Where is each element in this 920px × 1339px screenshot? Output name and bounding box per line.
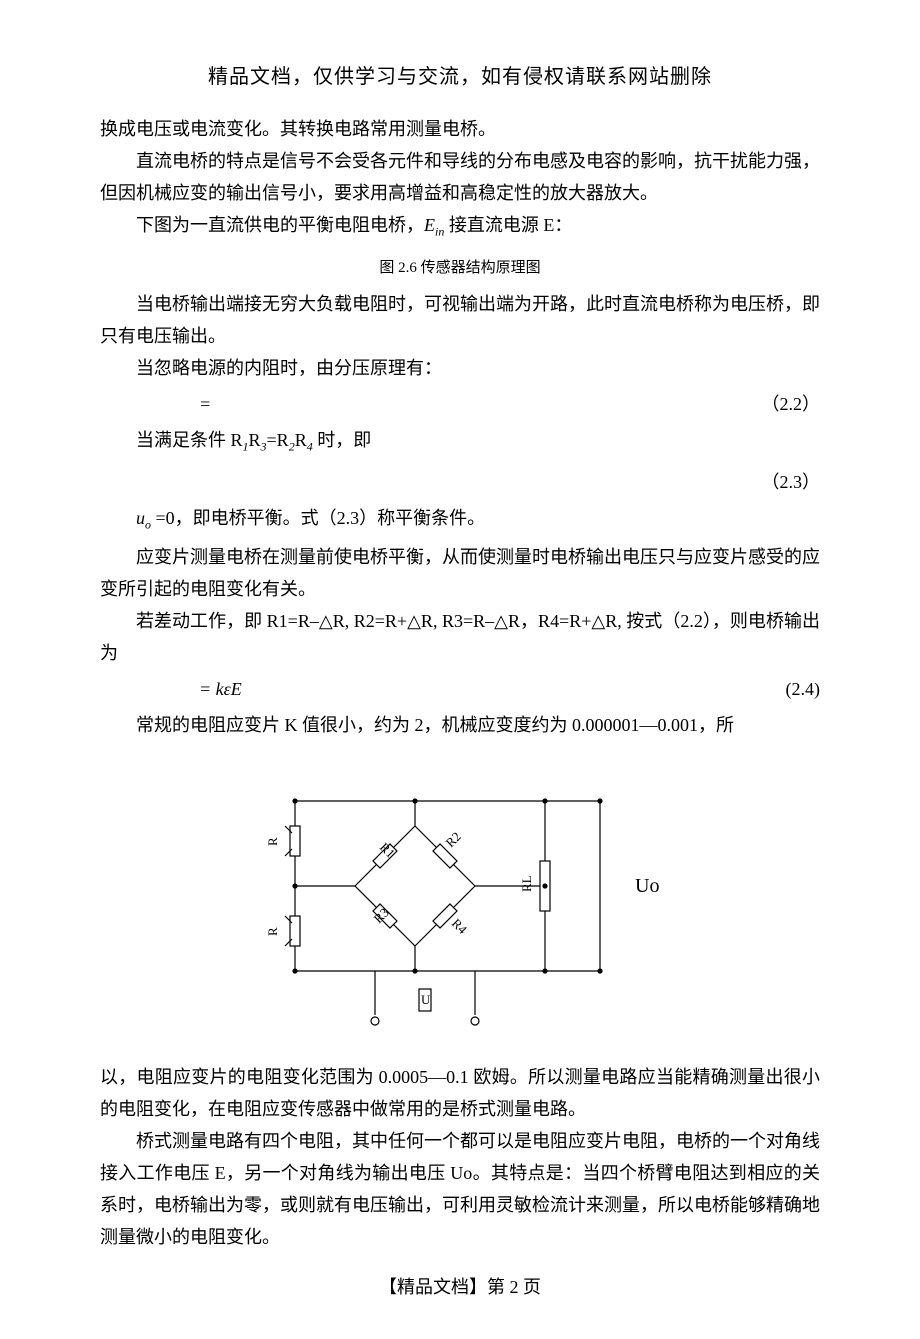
paragraph-12: 桥式测量电路有四个电阻，其中任何一个都可以是电阻应变片电阻，电桥的一个对角线接入… (100, 1125, 820, 1253)
header-notice: 精品文档，仅供学习与交流，如有侵权请联系网站删除 (100, 60, 820, 89)
svg-text:R2: R2 (443, 829, 464, 850)
paragraph-6: 当满足条件 R1R3=R2R4 时，即 (100, 424, 820, 463)
document-body: 换成电压或电流变化。其转换电路常用测量电桥。 直流电桥的特点是信号不会受各元件和… (100, 113, 820, 1253)
svg-text:R: R (265, 927, 280, 936)
paragraph-5: 当忽略电源的内阻时，由分压原理有： (100, 352, 820, 384)
equation-2-2: = （2.2） (100, 388, 820, 420)
equation-2-4: = kεE (2.4) (100, 673, 820, 705)
p6-m3: R (295, 430, 307, 450)
paragraph-9: 若差动工作，即 R1=R–△R, R2=R+△R, R3=R–△R，R4=R+△… (100, 605, 820, 669)
p3-sym: E (424, 215, 435, 235)
eq24-num: (2.4) (786, 673, 821, 705)
p6-m1: R (249, 430, 261, 450)
paragraph-8: 应变片测量电桥在测量前使电桥平衡，从而使测量时电桥输出电压只与应变片感受的应变所… (100, 541, 820, 605)
paragraph-4: 当电桥输出端接无穷大负载电阻时，可视输出端为开路，此时直流电桥称为电压桥，即只有… (100, 288, 820, 352)
circuit-diagram: RRR1R2R3R4RLUoU (100, 771, 820, 1041)
eq24-left: = kεE (100, 673, 242, 705)
p3-pre: 下图为一直流供电的平衡电阻电桥， (136, 215, 424, 235)
paragraph-3: 下图为一直流供电的平衡电阻电桥，Ein 接直流电源 E： (100, 209, 820, 248)
p7-sym: u (136, 508, 145, 528)
figure-caption: 图 2.6 传感器结构原理图 (100, 252, 820, 284)
circuit-svg: RRR1R2R3R4RLUoU (245, 771, 675, 1041)
paragraph-10: 常规的电阻应变片 K 值很小，约为 2，机械应变度约为 0.000001—0.0… (100, 709, 820, 741)
paragraph-2: 直流电桥的特点是信号不会受各元件和导线的分布电感及电容的影响，抗干扰能力强，但因… (100, 145, 820, 209)
svg-text:R4: R4 (449, 915, 471, 937)
eq22-num: （2.2） (762, 388, 821, 420)
p6-pre: 当满足条件 R (136, 430, 243, 450)
p3-post: 接直流电源 E： (444, 215, 572, 235)
paragraph-7: uo =0，即电桥平衡。式（2.3）称平衡条件。 (100, 502, 820, 541)
svg-text:R: R (265, 837, 280, 846)
equation-2-3: （2.3） (100, 466, 820, 498)
eq22-left: = (100, 388, 211, 420)
p6-post: 时，即 (313, 430, 372, 450)
eq23-num: （2.3） (762, 466, 821, 498)
paragraph-11: 以，电阻应变片的电阻变化范围为 0.0005—0.1 欧姆。所以测量电路应当能精… (100, 1061, 820, 1125)
page-footer: 【精品文档】第 2 页 (100, 1273, 820, 1299)
paragraph-1: 换成电压或电流变化。其转换电路常用测量电桥。 (100, 113, 820, 145)
p6-m2: =R (267, 430, 289, 450)
p3-sub: in (435, 225, 444, 239)
p7-post: =0，即电桥平衡。式（2.3）称平衡条件。 (151, 508, 485, 528)
svg-text:Uo: Uo (635, 875, 659, 897)
svg-text:RL: RL (519, 875, 534, 892)
svg-text:U: U (421, 992, 431, 1007)
